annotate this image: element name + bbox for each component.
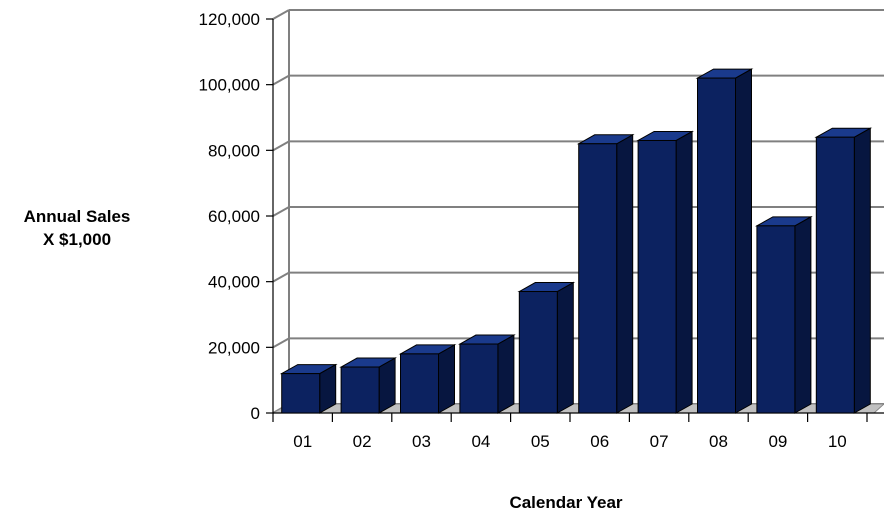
y-tick-label: 60,000 <box>208 207 260 226</box>
bar-02 <box>339 357 398 414</box>
bar-04 <box>457 334 516 414</box>
y-tick-label: 100,000 <box>199 76 260 95</box>
bar-08 <box>695 68 754 414</box>
x-tick-label: 07 <box>650 432 669 451</box>
y-tick-label: 0 <box>251 404 260 423</box>
x-tick-labels: 01 02 03 04 05 06 07 08 09 10 <box>293 432 847 451</box>
bar-front-face <box>400 353 439 414</box>
bar-side-face <box>438 344 455 414</box>
bar-front-face <box>518 291 558 414</box>
bar-side-face <box>616 133 634 414</box>
bar-03 <box>398 344 457 414</box>
x-axis-title: Calendar Year <box>509 493 622 512</box>
gridline-side <box>272 74 290 86</box>
y-axis-title-line-2: X $1,000 <box>43 230 111 249</box>
bar-side-face <box>556 281 574 414</box>
bar-side-face <box>853 127 871 414</box>
bar-front-face <box>637 139 677 414</box>
x-tick-label: 01 <box>293 432 312 451</box>
bar-front-face <box>697 77 736 414</box>
bar-05 <box>517 281 576 414</box>
gridline-side <box>272 337 290 349</box>
bar-side-face <box>735 68 752 414</box>
bar-front-face <box>756 225 796 414</box>
x-tick-label: 03 <box>412 432 431 451</box>
bar-front-face <box>578 143 618 414</box>
bar-front-face <box>815 136 855 414</box>
bar-10 <box>814 127 873 414</box>
bar-front-face <box>281 373 321 414</box>
x-tick-label: 05 <box>531 432 550 451</box>
gridline-side <box>272 9 290 20</box>
bar-side-face <box>378 357 396 414</box>
x-tick-label: 09 <box>768 432 787 451</box>
bar-07 <box>636 130 695 414</box>
y-tick-labels: 0 20,000 40,000 60,000 80,000 100,000 120,000 <box>199 10 260 423</box>
gridline-side <box>272 271 290 283</box>
bar-side-face <box>497 334 515 414</box>
bar-front-face <box>340 366 380 414</box>
gridline-side <box>272 140 290 152</box>
bar-side-face <box>675 130 693 414</box>
y-tick-label: 120,000 <box>199 10 260 29</box>
bar-01 <box>279 363 338 414</box>
y-tick-label: 20,000 <box>208 338 260 357</box>
x-tick-label: 08 <box>709 432 728 451</box>
y-axis-title-line-1: Annual Sales <box>24 207 131 226</box>
bar-side-face <box>794 215 812 414</box>
x-tick-label: 06 <box>590 432 609 451</box>
gridline-side <box>272 206 290 217</box>
bar-06 <box>576 133 635 414</box>
x-tick-label: 04 <box>471 432 490 451</box>
y-tick-label: 80,000 <box>208 141 260 160</box>
x-tick-label: 02 <box>353 432 372 451</box>
y-tick-label: 40,000 <box>208 273 260 292</box>
bar-front-face <box>459 343 499 414</box>
bar-09 <box>754 215 813 414</box>
bars <box>279 68 873 414</box>
x-tick-label: 10 <box>828 432 847 451</box>
